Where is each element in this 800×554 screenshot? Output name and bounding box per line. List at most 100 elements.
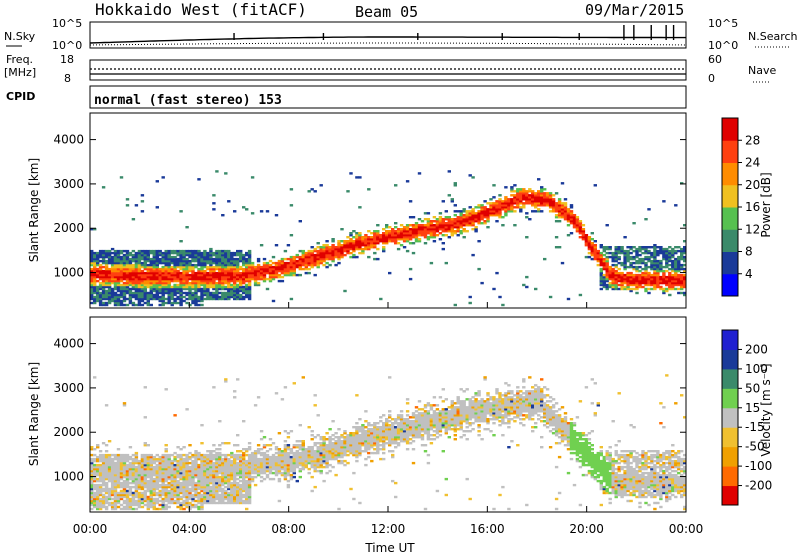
heatmap-cell [247,257,252,261]
heatmap-cell [203,253,207,257]
heatmap-cell [417,234,422,237]
heatmap-cell [107,469,112,473]
heatmap-cell [417,226,422,229]
heatmap-cell [149,291,153,295]
heatmap-cell [188,451,192,455]
heatmap-cell [93,471,97,475]
heatmap-cell [170,453,174,457]
heatmap-cell [179,261,183,265]
heatmap-cell [212,257,216,261]
heatmap-cell [402,240,407,243]
heatmap-cell [96,255,100,259]
heatmap-cell [164,249,168,253]
heatmap-cell [674,277,678,281]
heatmap-cell [137,481,142,485]
heatmap-cell [212,283,216,287]
heatmap-cell [638,249,642,253]
heatmap-cell [492,196,496,199]
heatmap-cell [110,479,115,483]
heatmap-cell [325,471,329,475]
heatmap-cell [247,281,252,285]
heatmap-cell [262,275,267,279]
heatmap-cell [674,251,678,255]
heatmap-cell [170,301,174,305]
heatmap-cell [161,279,165,283]
heatmap-cell [665,279,669,283]
heatmap-cell [465,224,469,227]
heatmap-cell [119,299,124,303]
heatmap-cell [572,222,577,225]
heatmap-cell [286,483,291,487]
heatmap-cell [116,295,121,299]
heatmap-cell [90,297,94,301]
heatmap-cell [161,176,165,179]
heatmap-cell [116,467,121,471]
heatmap-cell [274,214,279,217]
heatmap-cell [173,279,177,283]
heatmap-cell [125,265,130,269]
heatmap-cell [107,253,112,257]
heatmap-cell [98,455,103,459]
heatmap-cell [665,269,669,273]
heatmap-cell [489,212,493,215]
heatmap-cell [161,293,165,297]
heatmap-cell [119,493,124,497]
heatmap-cell [93,459,97,463]
heatmap-cell [245,257,249,261]
heatmap-cell [167,263,171,267]
heatmap-cell [152,255,156,259]
heatmap-cell [143,295,147,299]
heatmap-cell [671,265,675,269]
heatmap-cell [200,297,204,301]
heatmap-cell [110,503,115,507]
heatmap-cell [152,249,156,253]
heatmap-cell [212,295,216,299]
heatmap-cell [110,289,115,293]
heatmap-cell [170,297,174,301]
heatmap-cell [185,265,189,269]
heatmap-cell [405,180,410,183]
heatmap-cell [465,220,469,223]
heatmap-cell [98,297,103,301]
heatmap-cell [98,259,103,263]
heatmap-cell [352,432,356,435]
heatmap-cell [173,283,177,287]
heatmap-cell [119,485,124,489]
heatmap-cell [90,253,94,257]
heatmap-cell [90,503,94,507]
heatmap-cell [680,291,684,295]
heatmap-cell [471,220,475,223]
heatmap-cell [674,246,678,249]
heatmap-cell [113,503,118,507]
heatmap-cell [122,463,127,467]
heatmap-cell [188,293,192,297]
heatmap-cell [164,273,168,277]
heatmap-cell [614,271,618,275]
heatmap-cell [572,226,577,229]
heatmap-cell [420,234,425,237]
heatmap-cell [492,287,496,291]
heatmap-cell [218,265,222,269]
heatmap-cell [230,271,234,275]
heatmap-cell [352,240,356,243]
heatmap-cell [298,267,302,271]
heatmap-cell [212,291,216,295]
heatmap-cell [107,503,112,507]
heatmap-cell [617,273,621,277]
heatmap-cell [122,473,127,477]
heatmap-cell [405,236,410,239]
heatmap-cell [274,267,279,271]
heatmap-cell [200,299,204,303]
heatmap-cell [474,230,478,233]
cpid-text: normal (fast stereo) 153 [94,93,282,108]
heatmap-cell [131,481,136,485]
heatmap-cell [239,259,243,263]
heatmap-cell [119,473,124,477]
heatmap-cell [587,251,592,255]
heatmap-cell [194,450,198,453]
heatmap-cell [152,265,156,269]
heatmap-cell [155,457,159,461]
heatmap-cell [376,238,380,241]
heatmap-cell [143,267,147,271]
heatmap-cell [137,485,142,489]
